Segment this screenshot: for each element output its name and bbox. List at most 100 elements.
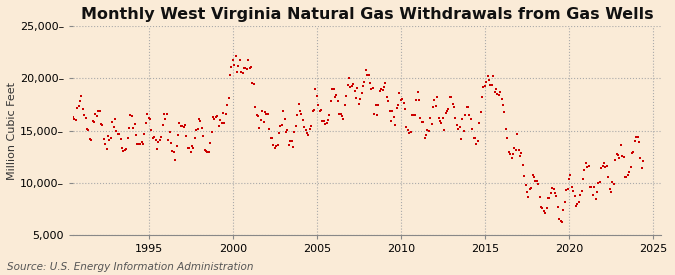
- Point: [356, 91, 367, 95]
- Point: [169, 149, 180, 154]
- Point: [372, 113, 383, 117]
- Point: [314, 108, 325, 113]
- Point: [520, 183, 531, 187]
- Point: [181, 134, 192, 138]
- Text: Source: U.S. Energy Information Administration: Source: U.S. Energy Information Administ…: [7, 262, 253, 272]
- Point: [611, 152, 622, 156]
- Point: [466, 117, 477, 121]
- Point: [585, 185, 595, 189]
- Point: [565, 173, 576, 177]
- Point: [425, 116, 435, 120]
- Point: [277, 109, 288, 114]
- Point: [338, 117, 349, 121]
- Point: [311, 94, 322, 98]
- Point: [72, 106, 82, 110]
- Point: [271, 143, 281, 148]
- Point: [191, 128, 202, 132]
- Point: [600, 164, 611, 169]
- Point: [138, 142, 148, 146]
- Y-axis label: Million Cubic Feet: Million Cubic Feet: [7, 82, 17, 180]
- Point: [464, 112, 475, 117]
- Point: [369, 112, 379, 116]
- Point: [307, 108, 318, 113]
- Point: [90, 112, 101, 116]
- Point: [75, 98, 86, 103]
- Point: [428, 105, 439, 109]
- Point: [605, 190, 616, 194]
- Point: [583, 164, 594, 169]
- Point: [348, 82, 358, 86]
- Point: [114, 132, 125, 137]
- Point: [364, 81, 375, 85]
- Point: [431, 104, 441, 108]
- Point: [199, 147, 210, 152]
- Point: [497, 103, 508, 107]
- Point: [254, 126, 265, 130]
- Point: [586, 185, 597, 189]
- Point: [449, 105, 460, 110]
- Point: [555, 219, 566, 223]
- Point: [560, 200, 570, 205]
- Point: [504, 149, 514, 154]
- Point: [514, 153, 525, 158]
- Point: [332, 99, 343, 103]
- Point: [198, 134, 209, 139]
- Point: [202, 150, 213, 154]
- Point: [547, 186, 558, 191]
- Point: [126, 114, 137, 119]
- Point: [587, 193, 598, 197]
- Point: [107, 120, 117, 124]
- Point: [418, 120, 429, 124]
- Point: [509, 145, 520, 150]
- Point: [551, 194, 562, 198]
- Point: [349, 89, 360, 94]
- Point: [178, 124, 189, 129]
- Point: [404, 131, 414, 135]
- Point: [380, 81, 391, 86]
- Point: [566, 185, 577, 189]
- Point: [157, 122, 168, 127]
- Point: [279, 117, 290, 121]
- Point: [264, 127, 275, 132]
- Point: [446, 95, 457, 99]
- Point: [251, 113, 262, 117]
- Point: [533, 182, 543, 186]
- Point: [624, 169, 634, 174]
- Point: [230, 54, 241, 58]
- Point: [131, 133, 142, 137]
- Point: [124, 126, 134, 131]
- Point: [383, 99, 394, 103]
- Point: [136, 139, 147, 144]
- Point: [350, 96, 361, 101]
- Point: [393, 103, 404, 107]
- Point: [573, 200, 584, 204]
- Point: [95, 109, 105, 113]
- Point: [499, 110, 510, 114]
- Point: [219, 121, 230, 125]
- Point: [461, 105, 472, 109]
- Point: [545, 191, 556, 195]
- Point: [220, 112, 231, 116]
- Point: [306, 124, 317, 128]
- Point: [223, 96, 234, 101]
- Point: [105, 136, 116, 140]
- Point: [344, 76, 354, 81]
- Point: [265, 136, 276, 140]
- Point: [121, 147, 132, 152]
- Point: [100, 142, 111, 146]
- Point: [622, 173, 633, 177]
- Point: [88, 120, 99, 125]
- Point: [432, 95, 443, 100]
- Point: [345, 85, 356, 89]
- Point: [401, 125, 412, 130]
- Point: [342, 82, 353, 87]
- Point: [259, 109, 270, 114]
- Point: [402, 127, 413, 132]
- Point: [195, 119, 206, 123]
- Point: [549, 191, 560, 195]
- Point: [333, 112, 344, 117]
- Point: [73, 103, 84, 108]
- Point: [582, 165, 593, 169]
- Point: [303, 132, 314, 137]
- Point: [238, 66, 249, 70]
